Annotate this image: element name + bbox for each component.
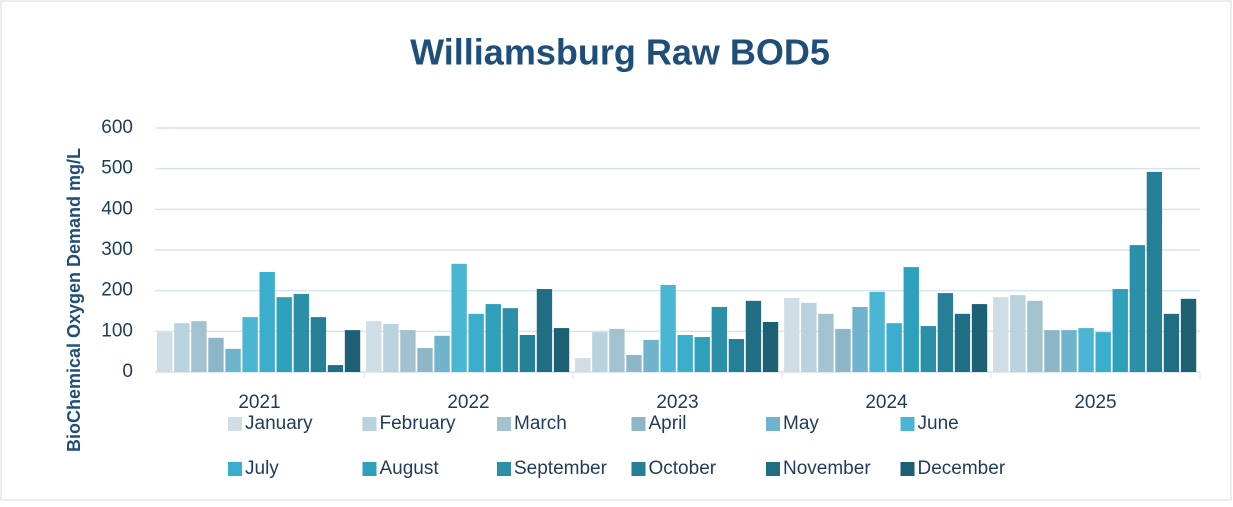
bar [553, 328, 570, 372]
bar [242, 317, 258, 372]
legend-swatch [900, 417, 915, 431]
x-tick-label: 2025 [1074, 392, 1116, 413]
x-tick-label: 2022 [447, 392, 489, 413]
legend-label: August [380, 458, 440, 479]
legend-label: July [245, 458, 279, 479]
y-tick-label: 0 [122, 361, 133, 382]
bar [1095, 332, 1111, 372]
x-tick-label: 2023 [656, 392, 698, 413]
bar [276, 297, 292, 372]
bar [592, 332, 608, 372]
bar [762, 321, 779, 372]
legend-swatch [631, 417, 646, 431]
bar [174, 323, 190, 372]
bar [886, 323, 902, 372]
y-tick-label: 300 [101, 239, 133, 260]
legend-label: May [783, 413, 819, 434]
bar [1180, 298, 1197, 372]
bar [502, 308, 518, 372]
bar [293, 293, 309, 372]
bar [225, 348, 241, 372]
bar [1129, 245, 1145, 372]
legend-label: October [649, 458, 717, 479]
bar [208, 337, 224, 372]
bar [993, 297, 1009, 372]
legend-label: March [514, 413, 567, 434]
bar [728, 339, 745, 372]
bar [400, 330, 416, 372]
bar [383, 324, 399, 372]
y-axis-label: BioChemical Oxygen Demand mg/L [64, 148, 84, 452]
bar [157, 332, 173, 372]
bar [643, 339, 659, 372]
bar [677, 334, 693, 372]
bar [835, 328, 851, 372]
legend-swatch [362, 462, 377, 476]
legend-label: April [649, 413, 687, 434]
bar [1163, 313, 1180, 372]
legend-swatch [228, 417, 242, 431]
bar [1010, 295, 1026, 372]
bar [818, 313, 834, 372]
legend-label: November [783, 458, 871, 479]
legend-swatch [497, 417, 511, 431]
bar [468, 313, 484, 372]
bar [259, 271, 275, 372]
bar [366, 321, 382, 372]
legend-label: September [514, 458, 608, 479]
bar [694, 337, 710, 372]
bar [191, 321, 207, 372]
legend-label: January [245, 413, 313, 434]
bar [903, 267, 919, 372]
legend-swatch [766, 417, 780, 431]
y-tick-label: 400 [101, 198, 133, 219]
bar [920, 326, 936, 372]
bar [784, 297, 800, 372]
bar [344, 330, 361, 372]
legend-swatch [900, 462, 915, 476]
bar [954, 313, 971, 372]
legend-label: June [918, 413, 959, 434]
x-tick-label: 2021 [238, 392, 280, 413]
legend-label: February [380, 413, 457, 434]
bar [937, 293, 954, 372]
bar [745, 300, 762, 372]
legend-swatch [228, 462, 242, 476]
bar [451, 263, 467, 372]
bar [310, 317, 327, 372]
legend-swatch [362, 417, 377, 431]
bar [327, 365, 344, 372]
bar [519, 334, 536, 372]
bar [575, 358, 591, 372]
bar [971, 304, 988, 372]
bar [1078, 328, 1094, 372]
bar [801, 302, 817, 372]
bar [417, 348, 433, 372]
bar [434, 335, 450, 372]
bar [609, 328, 625, 372]
y-tick-label: 600 [101, 117, 133, 138]
legend-swatch [766, 462, 780, 476]
y-tick-label: 200 [101, 280, 133, 301]
bar [1061, 330, 1077, 372]
bar [852, 306, 868, 372]
bar [869, 291, 885, 372]
y-tick-label: 500 [101, 158, 133, 179]
bar [1027, 300, 1043, 372]
x-tick-label: 2024 [865, 392, 908, 413]
legend-swatch [497, 462, 511, 476]
chart-title: Williamsburg Raw BOD5 [410, 32, 830, 73]
legend-swatch [631, 462, 646, 476]
bar [536, 289, 553, 372]
bar [711, 306, 727, 372]
bar [626, 354, 642, 372]
bar [1044, 330, 1060, 372]
bar [660, 284, 676, 372]
bar [1146, 171, 1163, 372]
legend-label: December [918, 458, 1006, 479]
bar [485, 304, 501, 372]
y-tick-label: 100 [101, 320, 133, 341]
bar [1112, 289, 1128, 372]
